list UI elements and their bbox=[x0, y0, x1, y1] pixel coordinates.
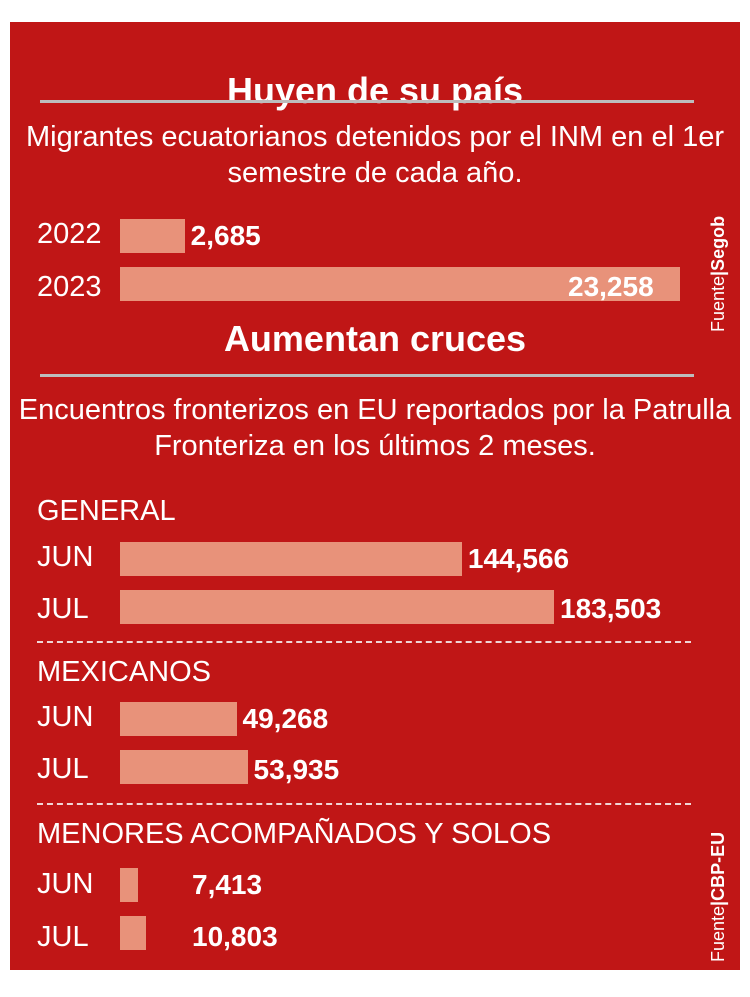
menores-category-label-jul: JUL bbox=[37, 921, 89, 953]
chart1-title: Huyen de su país bbox=[226, 70, 524, 111]
menores-value-label-jul: 10,803 bbox=[192, 921, 278, 952]
mexicanos-category-label-jun: JUN bbox=[37, 701, 94, 733]
group-label-menores: MENORES ACOMPAÑADOS Y SOLOS bbox=[37, 818, 552, 850]
menores-category-label-jun: JUN bbox=[37, 868, 94, 900]
chart1-category-label-2022: 2022 bbox=[37, 218, 102, 250]
chart2-source-name: CBP-EU bbox=[708, 831, 728, 901]
chart2-source: Fuente|CBP-EU bbox=[708, 832, 729, 962]
chart1-source-name: Segob bbox=[708, 215, 728, 271]
general-category-label-jun: JUN bbox=[37, 541, 94, 573]
group-label-mexicanos: MEXICANOS bbox=[37, 656, 212, 688]
chart2-title-rule bbox=[40, 374, 694, 377]
chart2-subtitle: Encuentros fronterizos en EU reportados … bbox=[18, 394, 732, 462]
general-category-label-jul: JUL bbox=[37, 593, 89, 625]
chart1-bar-2023 bbox=[120, 267, 680, 301]
chart1-source: Fuente|Segob bbox=[708, 216, 729, 332]
menores-value-label-jun: 7,413 bbox=[192, 869, 263, 900]
chart1-bar-2022 bbox=[120, 219, 185, 253]
general-value-label-jul: 183,503 bbox=[560, 593, 662, 624]
menores-bar-jul bbox=[120, 916, 146, 950]
mexicanos-value-label-jul: 53,935 bbox=[253, 754, 340, 785]
group-label-general: GENERAL bbox=[37, 495, 176, 527]
mexicanos-category-label-jul: JUL bbox=[37, 753, 89, 785]
chart1-category-label-2023: 2023 bbox=[37, 271, 102, 303]
chart2-source-separator: | bbox=[708, 900, 728, 906]
general-bar-jul bbox=[120, 590, 554, 624]
mexicanos-bar-jun bbox=[120, 702, 237, 736]
chart1-value-label-2022: 2,685 bbox=[190, 220, 261, 251]
menores-bar-jun bbox=[120, 868, 138, 902]
chart1-title-rule bbox=[40, 100, 694, 103]
group-divider bbox=[37, 641, 691, 643]
group-divider bbox=[37, 803, 691, 805]
mexicanos-bar-jul bbox=[120, 750, 248, 784]
chart2-title: Aumentan cruces bbox=[223, 318, 527, 359]
chart2-source-label: Fuente bbox=[708, 905, 728, 962]
chart1-source-separator: | bbox=[708, 270, 728, 276]
chart1-value-label-2023: 23,258 bbox=[568, 271, 654, 302]
general-value-label-jun: 144,566 bbox=[467, 543, 570, 574]
infographic-card: Huyen de su país Migrantes ecuatorianos … bbox=[10, 22, 740, 970]
general-bar-jun bbox=[120, 542, 462, 576]
mexicanos-value-label-jun: 49,268 bbox=[242, 703, 329, 734]
chart1-subtitle: Migrantes ecuatorianos detenidos por el … bbox=[26, 121, 724, 189]
